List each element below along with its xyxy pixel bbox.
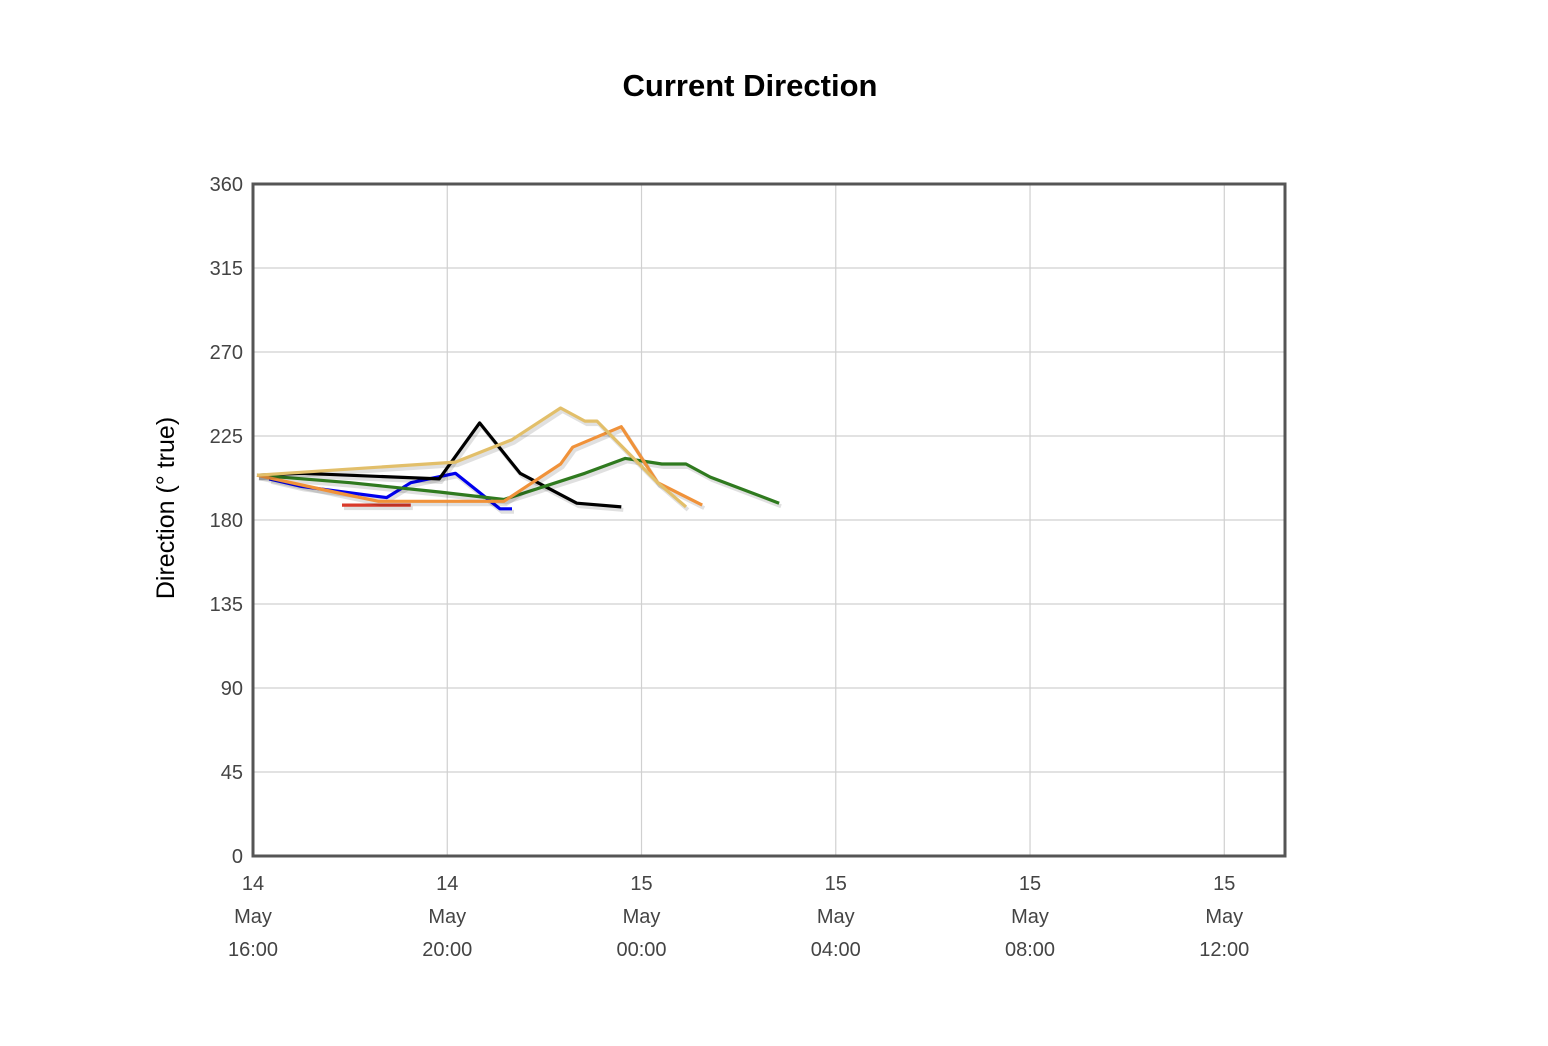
y-tick-label: 135 (210, 594, 243, 616)
x-tick-label: 14 (436, 873, 458, 895)
y-tick-label: 180 (210, 510, 243, 532)
x-tick-label: 16:00 (228, 939, 278, 961)
x-tick-label: May (1011, 906, 1049, 928)
y-tick-label: 270 (210, 342, 243, 364)
x-tick-label: 12:00 (1199, 939, 1249, 961)
series-lines (256, 406, 782, 514)
series-line-5 (256, 425, 703, 507)
x-tick-label: 15 (1019, 873, 1041, 895)
x-tick-label: May (234, 906, 272, 928)
x-tick-label: May (623, 906, 661, 928)
x-tick-label: May (1205, 906, 1243, 928)
chart-title: Current Direction (622, 68, 878, 103)
series-line-4 (256, 456, 780, 505)
x-axis-ticks: 14 May 16:00 14 May 20:00 15 May 00:00 15 May 04:00… (228, 873, 1249, 961)
series-line-6 (256, 406, 688, 509)
x-tick-label: 00:00 (616, 939, 666, 961)
x-tick-label: 20:00 (422, 939, 472, 961)
y-tick-label: 315 (210, 258, 243, 280)
series-shadow (270, 474, 514, 514)
plot-frame (251, 182, 1287, 858)
x-tick-label: 15 (825, 873, 847, 895)
y-axis-label: Direction (° true) (152, 417, 180, 599)
y-tick-label: 90 (221, 678, 243, 700)
y-tick-label: 225 (210, 426, 243, 448)
x-tick-label: 14 (242, 873, 264, 895)
y-tick-label: 360 (210, 174, 243, 196)
y-tick-label: 45 (221, 762, 243, 784)
x-tick-label: 08:00 (1005, 939, 1055, 961)
x-tick-label: 04:00 (811, 939, 861, 961)
x-tick-label: May (817, 906, 855, 928)
y-axis-ticks: 0 45 90 135 180 225 270 315 360 (210, 174, 243, 868)
y-tick-label: 0 (232, 846, 243, 868)
series-shadow (258, 459, 782, 509)
x-tick-label: 15 (630, 873, 652, 895)
x-tick-label: May (428, 906, 466, 928)
grid (252, 183, 1285, 857)
x-tick-label: 15 (1213, 873, 1235, 895)
